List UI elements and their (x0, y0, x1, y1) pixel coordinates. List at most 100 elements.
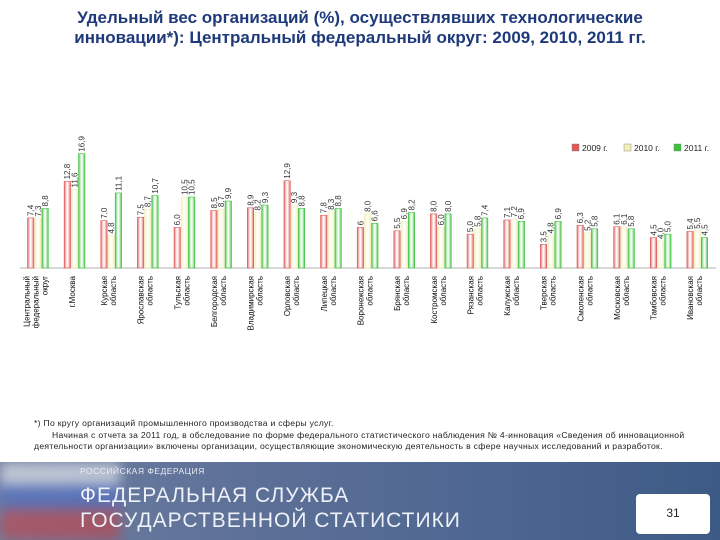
category-label-line: Тамбовская (650, 276, 659, 320)
data-label-2010-5: 10,5 (180, 179, 189, 195)
bar-2010-6 (217, 208, 225, 269)
bar-2009-10 (356, 227, 364, 269)
bar-2009-4 (137, 216, 145, 269)
bar-2011-8 (298, 208, 306, 269)
category-label-line: область (549, 276, 558, 306)
bar-2010-14 (510, 218, 518, 269)
bar-2009-18 (649, 237, 657, 269)
bar-2010-11 (400, 221, 408, 269)
bar-2011-4 (151, 195, 159, 269)
data-label-2010-4: 8,7 (144, 195, 153, 207)
data-label-2011-19: 4,5 (700, 224, 709, 236)
data-label-2009-16: 6,3 (576, 212, 585, 224)
data-label-2010-6: 8,7 (217, 195, 226, 207)
data-label-2011-1: 8,8 (41, 195, 50, 207)
category-label-12: Костромскаяобласть (430, 276, 448, 324)
data-label-2011-15: 6,9 (554, 208, 563, 220)
data-label-2010-3: 4,8 (107, 222, 116, 234)
rosstat-banner: РОССИЙСКАЯ ФЕДЕРАЦИЯ ФЕДЕРАЛЬНАЯ СЛУЖБА … (0, 462, 720, 540)
data-label-2009-5: 6,0 (173, 214, 182, 226)
category-label-line: Брянская (393, 276, 402, 311)
category-label-6: Белгородскаяобласть (210, 276, 228, 327)
data-label-2009-12: 8,0 (430, 200, 439, 212)
category-label-11: Брянскаяобласть (393, 276, 411, 311)
category-label-line: область (585, 276, 594, 306)
legend-swatch-2011 (673, 143, 682, 152)
bar-chart: 7,47,38,8Центральныйфедеральныйокруг12,8… (20, 136, 716, 330)
legend-swatch-2010 (623, 143, 632, 152)
data-label-2010-19: 5,5 (693, 217, 702, 229)
bar-2009-8 (283, 180, 291, 269)
category-label-2: г.Москва (68, 275, 77, 307)
bar-2009-16 (576, 225, 584, 269)
category-label-line: область (219, 276, 228, 306)
legend-label-2011: 2011 г. (684, 143, 709, 153)
bar-2010-15 (547, 235, 555, 269)
category-label-line: Курская (100, 276, 109, 305)
data-label-2009-2: 12,8 (63, 163, 72, 179)
page-number: 31 (666, 506, 680, 520)
data-label-2011-4: 10,7 (151, 177, 160, 193)
bar-2009-7 (247, 207, 255, 269)
category-label-line: область (109, 276, 118, 306)
bar-2010-7 (254, 212, 262, 269)
data-label-2010-7: 8,2 (254, 199, 263, 211)
data-label-2011-5: 10,5 (188, 179, 197, 195)
data-label-2009-3: 7,0 (100, 207, 109, 219)
bar-2010-17 (620, 226, 628, 269)
bar-2010-13 (473, 228, 481, 269)
bar-2011-18 (664, 233, 672, 269)
bar-2009-19 (686, 231, 694, 269)
data-label-2009-17: 6,1 (613, 213, 622, 225)
bar-2010-2 (71, 189, 79, 269)
category-label-line: область (182, 276, 191, 306)
category-label-line: Тверская (540, 276, 549, 310)
bar-2011-14 (517, 221, 525, 269)
data-label-2009-14: 7,1 (503, 206, 512, 218)
data-label-2011-12: 8,0 (444, 200, 453, 212)
data-label-2010-17: 6,1 (620, 213, 629, 225)
category-label-line: область (146, 276, 155, 306)
data-label-2011-7: 9,3 (261, 191, 270, 203)
data-label-2011-14: 6,9 (517, 208, 526, 220)
data-label-2009-15: 3,5 (539, 231, 548, 243)
category-label-line: Ивановская (686, 276, 695, 320)
category-label-line: область (512, 276, 521, 306)
category-label-line: Центральный (22, 276, 31, 327)
category-label-line: область (256, 276, 265, 306)
category-label-line: Воронежская (357, 276, 366, 325)
data-label-2011-13: 7,4 (481, 204, 490, 216)
category-label-line: область (366, 276, 375, 306)
bar-2011-7 (261, 204, 269, 269)
data-label-2010-1: 7,3 (34, 205, 43, 217)
category-label-5: Тульскаяобласть (173, 276, 191, 310)
footnote-line-1: *) По кругу организаций промышленного пр… (34, 418, 334, 428)
bar-2011-10 (371, 223, 379, 269)
bar-2009-5 (173, 227, 181, 269)
legend-label-2010: 2010 г. (634, 143, 660, 153)
category-label-4: Ярославскаяобласть (137, 276, 155, 324)
bar-2010-8 (290, 204, 298, 269)
data-label-2010-15: 4,8 (547, 222, 556, 234)
data-label-2011-11: 8,2 (407, 199, 416, 211)
data-label-2011-17: 5,8 (627, 215, 636, 227)
bar-2011-15 (554, 221, 562, 269)
data-label-2010-10: 8,0 (364, 200, 373, 212)
bar-2009-15 (540, 244, 548, 269)
banner-country: РОССИЙСКАЯ ФЕДЕРАЦИЯ (80, 466, 205, 476)
bar-2009-6 (210, 210, 218, 269)
data-label-2011-9: 8,8 (334, 195, 343, 207)
bar-2010-5 (180, 196, 188, 269)
category-label-line: Костромская (430, 276, 439, 324)
data-label-2011-18: 5,0 (664, 221, 673, 233)
bar-2009-2 (63, 181, 71, 269)
data-label-2009-11: 5,5 (393, 217, 402, 229)
category-label-line: область (695, 276, 704, 306)
bar-2009-14 (503, 219, 511, 269)
category-label-9: Липецкаяобласть (320, 276, 338, 312)
data-label-2011-3: 11,1 (114, 175, 123, 191)
bar-2011-12 (444, 213, 452, 269)
category-label-line: федеральный (31, 276, 40, 328)
category-label-16: Смоленскаяобласть (576, 276, 594, 322)
category-label-line: Московская (613, 276, 622, 320)
